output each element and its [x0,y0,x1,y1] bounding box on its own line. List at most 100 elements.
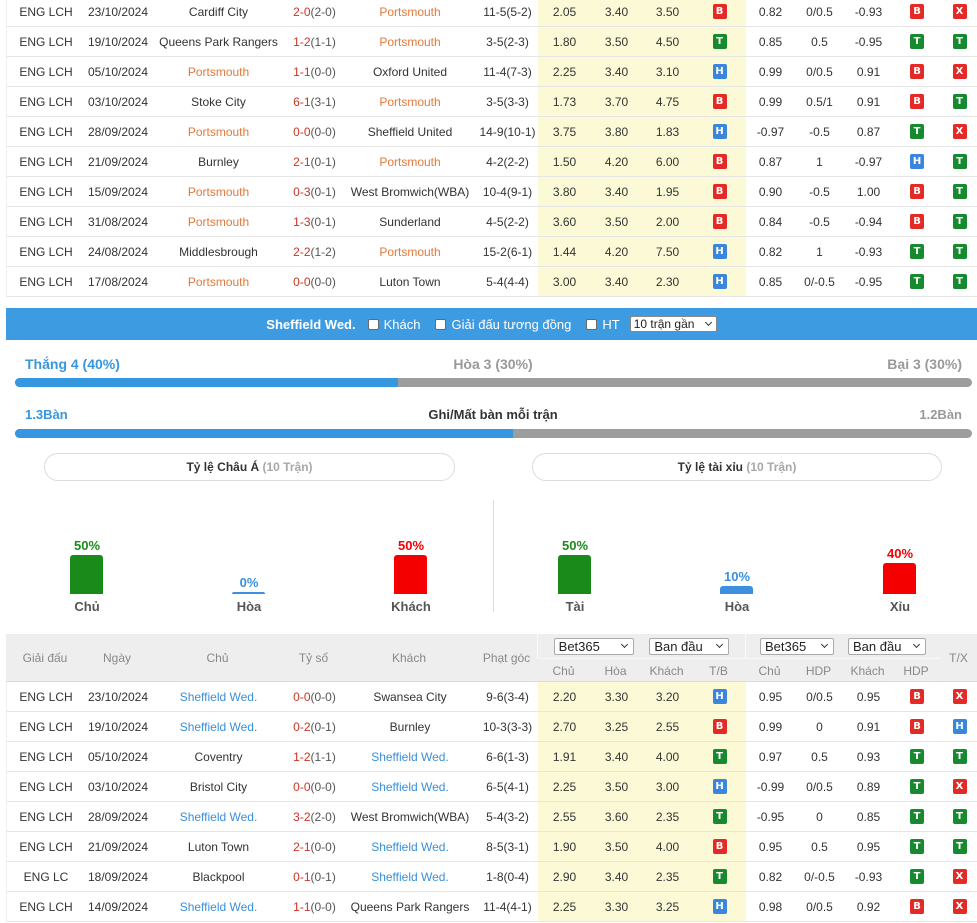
score-link[interactable]: 3-2 (2-0) [286,802,343,831]
full-time-score: 1-2 [293,749,311,764]
score-link[interactable]: 1-1 (0-0) [286,57,343,86]
away-team-link[interactable]: Oxford United [372,64,448,79]
home-team-link[interactable]: Portsmouth [187,214,250,229]
away-team-link[interactable]: Sheffield United [367,124,453,139]
chart-divider [493,500,494,612]
full-time-score: 0-3 [293,184,311,199]
odds-draw: 3.50 [591,27,642,56]
away-team-link[interactable]: Queens Park Rangers [350,899,470,914]
odds-result-badge-cell: H [693,267,746,296]
table-row: ENG LCH 21/09/2024 Burnley 2-1 (0-1) Portsmou… [6,147,977,177]
ah-draw-bar [232,592,265,594]
home-team-link[interactable]: Blackpool [192,869,245,884]
score-link[interactable]: 2-0 (2-0) [286,0,343,26]
home-team-link[interactable]: Portsmouth [187,124,250,139]
half-time-checkbox[interactable] [586,318,598,330]
home-team-link[interactable]: Sheffield Wed. [179,689,258,704]
score-link[interactable]: 0-1 (0-1) [286,862,343,891]
score-link[interactable]: 1-2 (1-1) [286,742,343,771]
home-team-link[interactable]: Portsmouth [187,274,250,289]
odds-result-badge: H [712,274,727,289]
score-link[interactable]: 2-1 (0-0) [286,832,343,861]
odds-draw: 3.40 [591,267,642,296]
odds-draw: 3.30 [591,892,642,921]
away-team-link[interactable]: Sheffield Wed. [371,869,449,884]
score-link[interactable]: 1-1 (0-0) [286,892,343,921]
home-team-link[interactable]: Middlesbrough [179,244,258,259]
corners-cell: 11-4(7-3) [483,64,532,79]
hdp-result-badge: B [910,719,924,734]
odds-result-badge-cell: B [693,147,746,176]
home-team-link[interactable]: Queens Park Rangers [159,34,278,49]
score-link[interactable]: 0-2 (0-1) [286,712,343,741]
home-team-link[interactable]: Cardiff City [188,4,249,19]
table-row: ENG LCH 28/09/2024 Portsmouth 0-0 (0-0) Sheff… [6,117,977,147]
away-team-link[interactable]: Portsmouth [379,34,441,49]
score-link[interactable]: 2-2 (1-2) [286,237,343,266]
score-link[interactable]: 0-0 (0-0) [286,772,343,801]
odds-result-badge-cell: H [693,772,746,801]
corners-cell: 8-5(3-1) [486,839,529,854]
half-time-score: (0-0) [310,779,336,794]
away-team-link[interactable]: Burnley [389,719,431,734]
hdp-home-odds: 0.82 [758,244,783,259]
home-team-link[interactable]: Portsmouth [187,184,250,199]
score-link[interactable]: 6-1 (3-1) [286,87,343,116]
hdp-line: 0.5 [811,839,828,854]
away-team-link[interactable]: Portsmouth [379,154,441,169]
away-team-link[interactable]: Sunderland [379,214,441,229]
hdp-result-badge: T [910,779,924,794]
bar-label: Xỉu [889,599,911,614]
away-team-link[interactable]: Sheffield Wed. [371,749,449,764]
away-team-link[interactable]: Portsmouth [379,4,441,19]
corners-cell: 5-4(3-2) [486,809,529,824]
away-team-link[interactable]: Sheffield Wed. [371,839,449,854]
away-team-link[interactable]: West Bromwich(WBA) [350,184,470,199]
score-link[interactable]: 2-1 (0-1) [286,147,343,176]
away-team-link[interactable]: Luton Town [379,274,441,289]
away-only-checkbox[interactable] [367,318,379,330]
odds-away: 3.10 [642,57,693,86]
half-time-score: (0-0) [310,839,336,854]
league-cell: ENG LCH [19,779,73,794]
home-team-link[interactable]: Sheffield Wed. [179,719,258,734]
hdp-home-odds: 0.82 [758,4,783,19]
recent-matches-select[interactable]: 10 trận gần [629,316,717,332]
away-team-link[interactable]: Swansea City [373,689,447,704]
odds-company-select[interactable]: Bet365 [553,637,634,655]
away-team-link[interactable]: Portsmouth [379,94,441,109]
hdp-result-badge-cell: B [893,207,941,236]
home-team-link[interactable]: Stoke City [191,94,246,109]
full-time-score: 0-2 [293,719,311,734]
home-team-link[interactable]: Luton Town [187,839,250,854]
odds-type-select[interactable]: Ban đầu [649,637,730,655]
hdp-company-select[interactable]: Bet365 [760,637,834,655]
away-team-link[interactable]: Portsmouth [379,244,441,259]
odds-result-badge: H [712,124,727,139]
home-team-link[interactable]: Coventry [194,749,243,764]
hdp-result-badge: T [910,749,924,764]
home-team-link[interactable]: Portsmouth [187,64,250,79]
score-link[interactable]: 0-0 (0-0) [286,117,343,146]
score-link[interactable]: 1-2 (1-1) [286,27,343,56]
score-link[interactable]: 0-0 (0-0) [286,682,343,711]
score-link[interactable]: 1-3 (0-1) [286,207,343,236]
odds-result-badge-cell: B [693,87,746,116]
score-link[interactable]: 0-3 (0-1) [286,177,343,206]
half-time-score: (0-1) [310,154,336,169]
away-team-link[interactable]: Sheffield Wed. [371,779,449,794]
odds-result-badge-cell: T [693,802,746,831]
score-link[interactable]: 0-0 (0-0) [286,267,343,296]
table-row: ENG LCH 03/10/2024 Stoke City 6-1 (3-1) Ports… [6,87,977,117]
hdp-type-select[interactable]: Ban đầu [848,637,926,655]
home-team-link[interactable]: Sheffield Wed. [179,809,258,824]
date-cell: 23/10/2024 [87,689,149,704]
hdp-home-odds: 0.82 [758,869,783,884]
home-team-link[interactable]: Bristol City [189,779,248,794]
odds-home: 2.25 [538,892,591,921]
home-team-link[interactable]: Burnley [198,154,239,169]
home-team-link[interactable]: Sheffield Wed. [179,899,258,914]
hdp-away-odds: 0.95 [856,839,881,854]
same-league-checkbox[interactable] [435,318,447,330]
away-team-link[interactable]: West Bromwich(WBA) [350,809,470,824]
